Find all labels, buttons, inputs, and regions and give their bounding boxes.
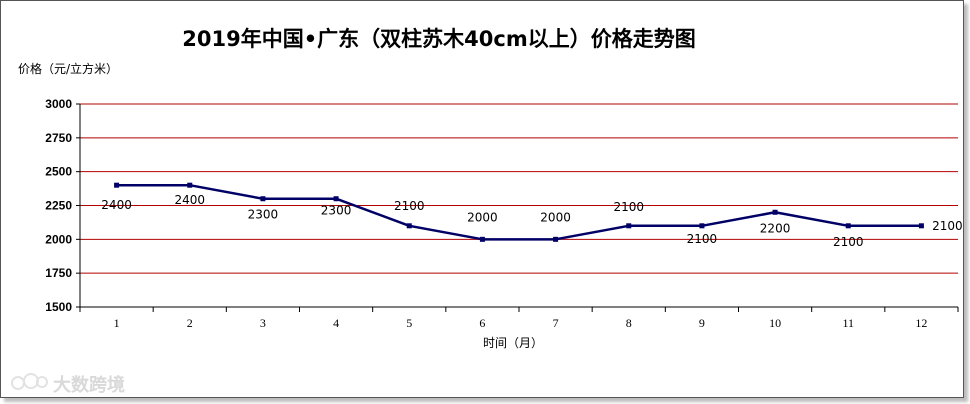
data-point — [845, 223, 851, 229]
data-label: 2000 — [540, 210, 571, 224]
watermark: 大数跨境 — [11, 373, 125, 396]
data-label: 2400 — [174, 193, 205, 207]
watermark-text: 大数跨境 — [53, 374, 125, 396]
x-tick-label: 9 — [699, 316, 705, 330]
data-label: 2200 — [760, 221, 791, 235]
series-line — [116, 183, 922, 241]
x-axis-label: 时间（月） — [483, 336, 543, 350]
data-point — [187, 182, 193, 188]
data-label: 2300 — [248, 208, 279, 222]
data-label: 2000 — [467, 210, 498, 224]
data-point — [479, 236, 485, 242]
x-tick-label: 11 — [842, 316, 854, 330]
y-tick-label: 1750 — [45, 266, 72, 280]
data-label: 2100 — [394, 199, 425, 213]
x-tick-label: 6 — [479, 316, 485, 330]
x-tick-label: 8 — [626, 316, 632, 330]
x-tick-label: 7 — [553, 316, 559, 330]
series-price — [114, 182, 924, 242]
grid-lines — [80, 103, 958, 274]
data-labels: 2400 2400 2300 2300 2100 2000 2000 2100 2100 2200… — [101, 193, 962, 249]
chart-frame: 2019年中国•广东（双柱苏木40cm以上）价格走势图 价格（元/立方米） 时间… — [0, 0, 964, 398]
chart-title: 2019年中国•广东（双柱苏木40cm以上）价格走势图 — [182, 27, 695, 51]
data-point — [772, 209, 778, 215]
data-point — [333, 196, 339, 202]
x-tick-labels: 1 2 3 4 5 6 7 8 9 10 11 12 — [114, 316, 928, 330]
data-point — [626, 223, 632, 229]
x-tick-label: 2 — [187, 316, 193, 330]
x-tick-label: 1 — [114, 316, 120, 330]
y-tick-label: 2250 — [45, 199, 72, 213]
axes — [76, 103, 959, 312]
x-tick-label: 3 — [260, 316, 266, 330]
data-point — [260, 196, 266, 202]
data-point — [918, 223, 924, 229]
data-point — [699, 223, 705, 229]
watermark-logo-icon — [11, 373, 48, 390]
price-trend-chart: 2019年中国•广东（双柱苏木40cm以上）价格走势图 价格（元/立方米） 时间… — [11, 27, 963, 396]
x-tick-label: 10 — [769, 316, 781, 330]
y-tick-label: 1500 — [45, 300, 72, 314]
x-tick-label: 5 — [406, 316, 412, 330]
y-tick-label: 2000 — [45, 232, 72, 246]
data-label: 2300 — [321, 204, 352, 218]
x-tick-label: 4 — [333, 316, 339, 330]
data-label: 2100 — [833, 235, 864, 249]
y-axis-label: 价格（元/立方米） — [18, 61, 118, 76]
data-label: 2400 — [101, 198, 132, 212]
data-label: 2100 — [613, 200, 644, 214]
y-tick-label: 2500 — [45, 165, 72, 179]
y-tick-labels: 1500 1750 2000 2250 2500 2750 3000 — [45, 97, 72, 314]
x-tick-label: 12 — [915, 316, 927, 330]
data-point — [406, 223, 412, 229]
y-tick-label: 3000 — [45, 97, 72, 111]
y-tick-label: 2750 — [45, 131, 72, 145]
data-point — [553, 236, 559, 242]
data-label: 2100 — [687, 232, 718, 246]
data-point — [114, 182, 120, 188]
data-label: 2100 — [932, 219, 963, 233]
